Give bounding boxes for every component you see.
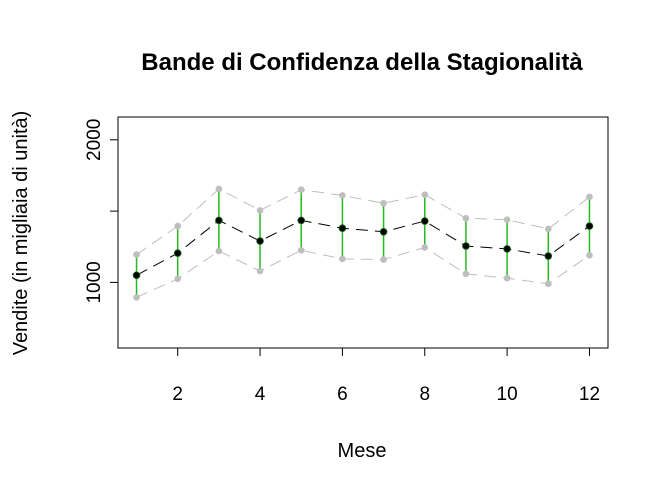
point-lower — [503, 274, 511, 282]
point-upper — [380, 199, 387, 207]
point-mean — [215, 216, 223, 225]
x-tick-label: 10 — [497, 384, 518, 405]
y-tick-label: 2000 — [84, 119, 105, 161]
point-upper — [544, 225, 552, 233]
y-axis-label: Vendite (in migliaia di unità) — [10, 111, 32, 356]
point-upper — [339, 192, 346, 199]
point-lower — [256, 267, 264, 275]
series-line-lower — [136, 246, 590, 298]
point-upper — [421, 191, 429, 199]
point-mean — [132, 271, 141, 280]
x-axis-label: Mese — [338, 440, 387, 462]
point-mean — [256, 237, 264, 245]
point-upper — [503, 216, 511, 223]
x-tick-label: 4 — [255, 384, 266, 405]
point-mean — [585, 222, 594, 230]
point-mean — [503, 245, 511, 253]
point-lower — [544, 280, 552, 288]
point-upper — [133, 251, 140, 258]
plot-frame — [117, 116, 609, 349]
point-mean — [462, 242, 470, 250]
point-lower — [174, 275, 182, 283]
x-axis: 2 4 6 8 10 12 — [172, 347, 600, 405]
point-lower — [215, 247, 223, 255]
point-upper — [215, 185, 223, 193]
plot-area — [117, 116, 609, 349]
point-mean — [338, 224, 347, 233]
point-lower — [297, 247, 305, 254]
point-lower — [339, 255, 346, 263]
y-axis: 1000 2000 — [84, 119, 119, 304]
point-lower — [380, 256, 387, 263]
point-upper — [174, 222, 182, 230]
point-mean — [173, 249, 182, 257]
x-tick-label: 6 — [337, 384, 348, 405]
series-line-upper — [136, 188, 590, 256]
point-mean — [379, 227, 388, 236]
chart-title: Bande di Confidenza della Stagionalità — [141, 49, 583, 76]
point-upper — [297, 186, 305, 194]
point-upper — [462, 214, 470, 222]
point-lower — [133, 294, 140, 301]
point-lower — [586, 252, 593, 259]
point-lower — [462, 270, 470, 278]
point-upper — [256, 207, 264, 214]
point-mean — [297, 216, 306, 225]
x-tick-label: 8 — [419, 384, 430, 405]
point-mean — [420, 217, 429, 225]
point-mean — [544, 252, 553, 260]
point-upper — [586, 193, 593, 201]
point-lower — [421, 244, 429, 251]
x-tick-label: 12 — [579, 384, 600, 405]
y-tick-label: 1000 — [84, 261, 105, 303]
series-line-mean — [136, 219, 590, 276]
x-tick-label: 2 — [172, 384, 183, 405]
